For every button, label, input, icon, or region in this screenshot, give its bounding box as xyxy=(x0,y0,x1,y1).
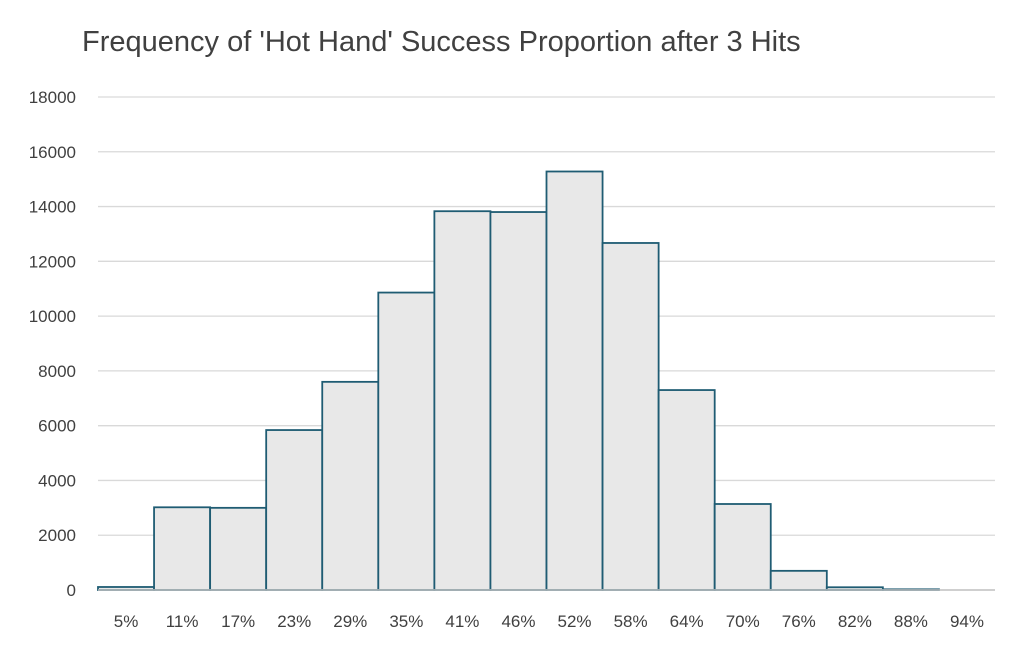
y-tick-label: 8000 xyxy=(38,362,76,381)
histogram-bar xyxy=(657,389,716,591)
histogram-bar xyxy=(377,291,436,591)
x-tick-label: 29% xyxy=(333,612,367,631)
x-tick-label: 64% xyxy=(670,612,704,631)
histogram-bar xyxy=(769,569,828,591)
x-tick-label: 52% xyxy=(558,612,592,631)
y-tick-label: 12000 xyxy=(29,252,76,271)
histogram-bar xyxy=(209,506,268,591)
y-tick-label: 4000 xyxy=(38,471,76,490)
x-tick-label: 94% xyxy=(950,612,984,631)
x-tick-label: 35% xyxy=(389,612,423,631)
histogram-bar xyxy=(265,429,324,591)
x-tick-label: 5% xyxy=(114,612,139,631)
y-tick-label: 18000 xyxy=(29,88,76,107)
histogram-bar xyxy=(433,210,492,591)
y-tick-label: 14000 xyxy=(29,198,76,217)
y-tick-label: 16000 xyxy=(29,143,76,162)
x-tick-label: 82% xyxy=(838,612,872,631)
x-tick-label: 41% xyxy=(445,612,479,631)
histogram-bar xyxy=(489,211,548,591)
x-tick-label: 70% xyxy=(726,612,760,631)
x-tick-label: 23% xyxy=(277,612,311,631)
y-tick-label: 2000 xyxy=(38,526,76,545)
x-tick-labels: 5% 11% 17% 23% 29% 35% 41% 46% 52% 58% 64% 70% 76% 82… xyxy=(114,612,984,631)
x-tick-label: 17% xyxy=(221,612,255,631)
histogram-bar xyxy=(545,170,604,591)
bars xyxy=(97,170,940,591)
y-tick-label: 10000 xyxy=(29,307,76,326)
histogram-bar xyxy=(713,503,772,591)
y-tick-label: 0 xyxy=(67,581,76,600)
x-tick-label: 58% xyxy=(614,612,648,631)
histogram-bar xyxy=(601,242,660,591)
y-tick-label: 6000 xyxy=(38,417,76,436)
x-tick-label: 46% xyxy=(501,612,535,631)
y-tick-labels: 0 2000 4000 6000 8000 10000 12000 14000 16000 180… xyxy=(29,88,76,600)
x-tick-label: 88% xyxy=(894,612,928,631)
chart-title: Frequency of 'Hot Hand' Success Proporti… xyxy=(82,26,801,58)
histogram-bar xyxy=(153,506,212,591)
x-tick-label: 11% xyxy=(166,612,199,631)
x-tick-label: 76% xyxy=(782,612,816,631)
histogram-bar xyxy=(321,380,380,591)
